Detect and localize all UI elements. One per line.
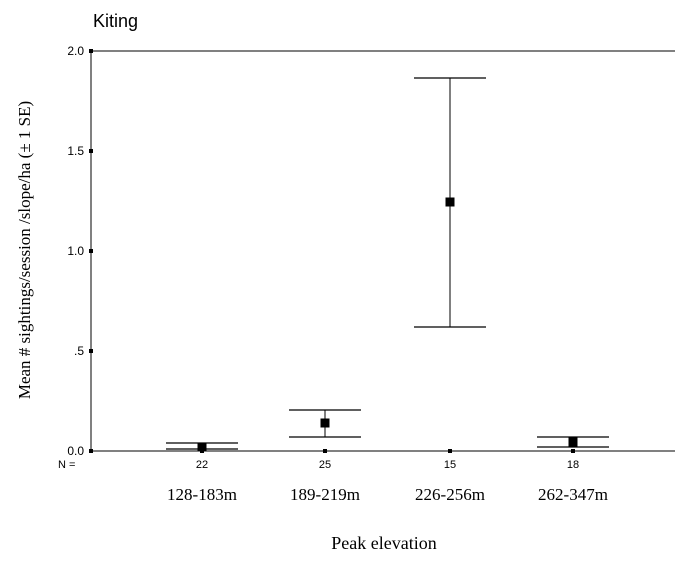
y-tick-label: 0.0 xyxy=(67,444,84,458)
chart-title: Kiting xyxy=(93,11,138,31)
y-tick-label: 1.0 xyxy=(67,244,84,258)
y-tick-label: 2.0 xyxy=(67,44,84,58)
x-tick xyxy=(571,449,575,453)
n-label: N = xyxy=(58,459,75,471)
x-tick xyxy=(448,449,452,453)
x-tick xyxy=(323,449,327,453)
y-tick-label: 1.5 xyxy=(67,144,84,158)
n-count-label: 25 xyxy=(319,459,331,471)
n-count-label: 18 xyxy=(567,459,579,471)
mean-point xyxy=(320,418,330,428)
plot-frame xyxy=(90,50,675,452)
y-tick xyxy=(89,349,93,353)
x-tick-label: 262-347m xyxy=(538,485,608,504)
y-axis-label: Mean # sightings/session /slope/ha (± 1 … xyxy=(15,101,34,399)
n-count-label: 15 xyxy=(444,459,456,471)
n-count-label: 22 xyxy=(196,459,208,471)
y-tick xyxy=(89,149,93,153)
y-axis: 0.0 .5 1.0 1.5 2.0 xyxy=(67,44,93,458)
x-tick-label: 226-256m xyxy=(415,485,485,504)
x-tick-label: 189-219m xyxy=(290,485,360,504)
y-tick xyxy=(89,249,93,253)
mean-point xyxy=(445,197,455,207)
mean-points xyxy=(197,197,578,452)
mean-point xyxy=(568,437,578,447)
x-axis: 22 128-183m 25 189-219m 15 226-256m 18 262-347m xyxy=(167,449,608,504)
y-tick-label: .5 xyxy=(74,344,84,358)
y-tick xyxy=(89,449,93,453)
error-bars xyxy=(166,77,609,450)
mean-point xyxy=(197,442,207,452)
y-tick xyxy=(89,49,93,53)
x-axis-label: Peak elevation xyxy=(331,533,436,553)
x-tick-label: 128-183m xyxy=(167,485,237,504)
